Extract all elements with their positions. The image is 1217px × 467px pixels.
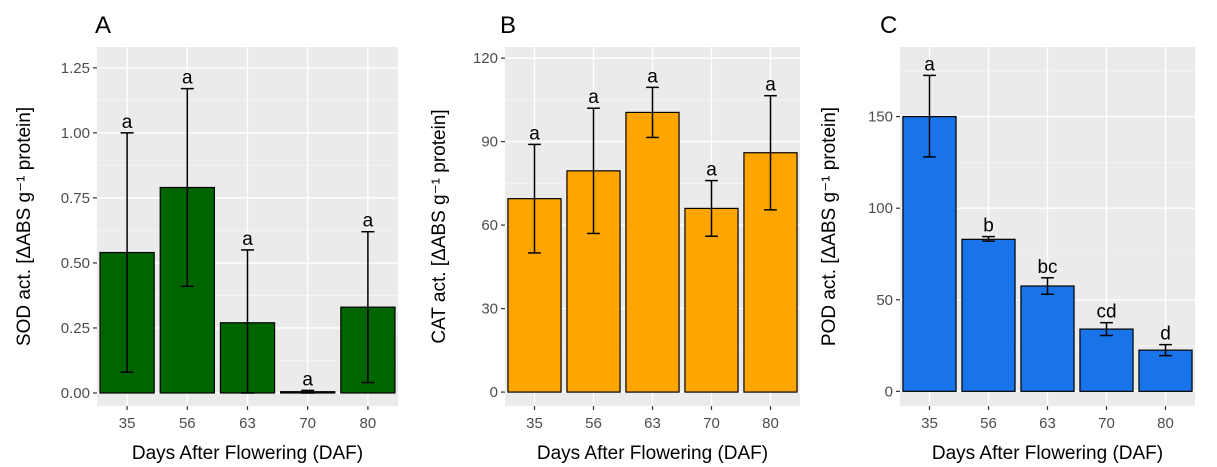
error-bar-80 (1159, 343, 1172, 357)
x-tick-label: 63 (1039, 415, 1056, 432)
y-tick-label: 50 (876, 292, 893, 309)
bar-80 (1138, 349, 1193, 392)
x-tick-label: 56 (179, 415, 196, 432)
significance-label: a (182, 68, 193, 89)
y-tick-label: 0.50 (61, 255, 90, 272)
panel-letter: C (880, 12, 897, 39)
y-tick-label: 1.00 (61, 125, 90, 142)
panel-letter: B (500, 12, 516, 39)
error-bar-70 (705, 179, 718, 237)
y-tick-label: 0 (490, 384, 498, 401)
significance-label: a (302, 369, 313, 390)
y-tick-label: 120 (473, 50, 498, 67)
x-tick-label: 56 (980, 415, 997, 432)
x-tick-label: 80 (762, 415, 779, 432)
x-tick-label: 63 (644, 415, 661, 432)
x-axis-title: Days After Flowering (DAF) (537, 443, 768, 464)
error-bar-56 (587, 107, 600, 235)
significance-label: b (983, 216, 994, 237)
bar-70 (1079, 328, 1134, 392)
x-axis-title: Days After Flowering (DAF) (132, 443, 363, 464)
significance-label: a (765, 75, 776, 96)
error-bar-63 (1041, 277, 1054, 296)
error-bar-56 (982, 235, 995, 242)
error-bar-80 (764, 94, 777, 211)
bar-35 (902, 116, 957, 392)
panel-letter: A (95, 12, 111, 39)
bar-56 (961, 238, 1016, 392)
significance-label: a (647, 66, 658, 87)
error-bar-35 (923, 74, 936, 158)
bar-63 (625, 111, 680, 393)
y-axis-title: POD act. [ΔABS g⁻¹ protein] (819, 107, 840, 346)
error-bar-70 (301, 389, 315, 394)
x-tick-label: 35 (119, 415, 136, 432)
chart-panel-a: a a a a a 0.00 0.25 0.50 0.75 1.00 1.25 35 56 63 70 80 D… (14, 12, 398, 464)
chart-panel-c: a b bc cd d 0 50 100 150 35 56 63 70 80 Days After Flo… (819, 12, 1195, 464)
error-bar-70 (1100, 321, 1113, 337)
x-tick-label: 70 (299, 415, 316, 432)
y-axis-title: SOD act. [ΔABS g⁻¹ protein] (14, 107, 35, 346)
significance-label: d (1160, 324, 1171, 345)
significance-label: cd (1096, 302, 1116, 323)
significance-label: a (363, 211, 374, 232)
x-axis-title: Days After Flowering (DAF) (932, 443, 1163, 464)
y-tick-label: 1.25 (61, 60, 90, 77)
chart-panel-b: a a a a a 0 30 60 90 120 35 56 63 70 80 Days After Flow… (429, 12, 800, 464)
y-tick-label: 100 (868, 200, 893, 217)
error-bar-80 (361, 230, 375, 384)
significance-label: a (122, 112, 133, 133)
error-bar-35 (528, 143, 541, 254)
x-tick-label: 80 (1157, 415, 1174, 432)
y-axis-title: CAT act. [ΔABS g⁻¹ protein] (429, 109, 450, 343)
x-tick-label: 56 (585, 415, 602, 432)
x-tick-label: 70 (703, 415, 720, 432)
y-tick-label: 0 (885, 383, 893, 400)
error-bar-35 (120, 132, 134, 373)
y-tick-label: 0.00 (61, 385, 90, 402)
y-tick-label: 90 (481, 134, 498, 151)
error-bar-63 (646, 86, 659, 139)
bar-63 (1020, 285, 1075, 392)
significance-label: a (588, 87, 599, 108)
y-tick-label: 0.75 (61, 190, 90, 207)
error-bar-56 (180, 87, 194, 288)
significance-label: a (706, 160, 717, 181)
x-tick-label: 70 (1098, 415, 1115, 432)
significance-label: a (529, 123, 540, 144)
y-tick-label: 150 (868, 109, 893, 126)
significance-label: a (924, 54, 935, 75)
x-tick-label: 35 (526, 415, 543, 432)
y-tick-label: 60 (481, 217, 498, 234)
significance-label: a (242, 229, 253, 250)
y-tick-label: 30 (481, 301, 498, 318)
significance-label: bc (1037, 257, 1057, 278)
x-tick-label: 63 (239, 415, 256, 432)
y-tick-label: 0.25 (61, 320, 90, 337)
x-tick-label: 80 (360, 415, 377, 432)
x-tick-label: 35 (921, 415, 938, 432)
error-bar-63 (240, 249, 255, 394)
